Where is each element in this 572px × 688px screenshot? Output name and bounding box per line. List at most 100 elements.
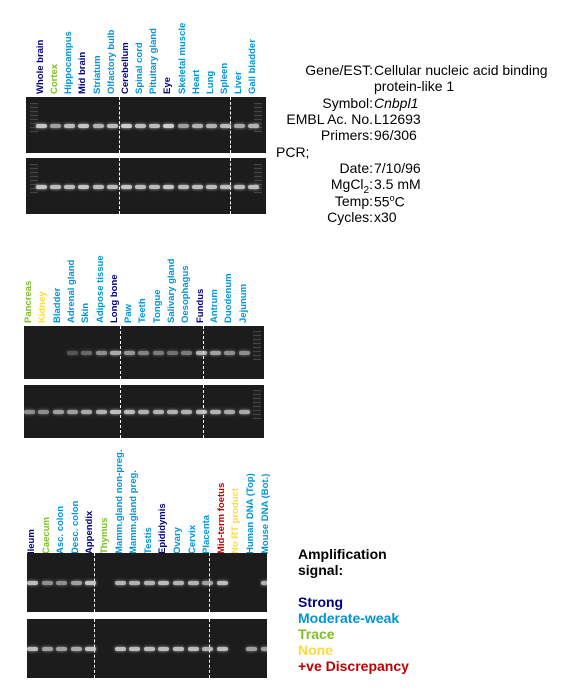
pcr-band: [219, 184, 231, 189]
amplification-legend: Amplification signal: Strong Moderate-we…: [298, 546, 409, 674]
pcr-band: [173, 647, 184, 652]
lane-divider: [119, 158, 120, 214]
pcr-band: [106, 184, 118, 189]
lane-label: Tongue: [151, 289, 163, 323]
lane-label: Mamm.gland non-preg.: [113, 449, 125, 555]
pcr-band: [167, 410, 178, 415]
pcr-band: [248, 123, 260, 128]
lane-label: Mid-term foetus: [215, 482, 227, 554]
gel-bottom-1: [26, 158, 266, 214]
lane-label: Skeletal muscle: [176, 22, 188, 94]
pcr-band: [64, 184, 76, 189]
lane-label: Pituitary gland: [148, 28, 160, 94]
symbol-label: Symbol:: [322, 95, 373, 111]
legend-none: None: [298, 642, 333, 658]
lane-label: Mamm.gland preg.: [128, 470, 140, 554]
temp-label: Temp:: [334, 193, 373, 209]
pcr-band: [195, 410, 207, 415]
pcr-label: PCR;: [276, 144, 310, 160]
pcr-band: [64, 123, 76, 128]
gel-bottom-2: [24, 385, 264, 438]
lane-label: Hippocampus: [63, 31, 75, 94]
pcr-band: [124, 410, 136, 415]
pcr-band: [56, 581, 68, 586]
lane-divider: [119, 97, 120, 153]
gel-top-2: [24, 326, 264, 379]
pcr-band: [191, 123, 203, 128]
pcr-band: [177, 184, 189, 189]
pcr-band: [95, 410, 107, 415]
panel-2: Pancreas Kidney Bladder Adrenal gland Skin Ad…: [0, 250, 280, 450]
lane-labels-2: Pancreas Kidney Bladder Adrenal gland Skin Ad…: [0, 250, 280, 323]
embl-label: EMBL Ac. No.: [286, 111, 373, 127]
pcr-band: [41, 581, 53, 586]
pcr-band: [109, 351, 121, 356]
lane-label: Cortex: [49, 63, 61, 94]
lane-label: Salivary gland: [166, 258, 177, 323]
pcr-band: [120, 123, 132, 128]
gene-label: Gene/EST:: [305, 62, 373, 78]
pcr-band: [216, 581, 228, 586]
lane-label: No RT product: [230, 488, 242, 554]
lane-label: Testis: [142, 527, 154, 554]
pcr-band: [191, 184, 203, 189]
lane-label: Thymus: [99, 517, 110, 554]
lane-label: Asc. colon: [55, 505, 67, 554]
lane-label: Gall bladder: [247, 39, 259, 94]
lane-label: Duodenum: [223, 273, 235, 323]
gel-top-3: [27, 553, 267, 612]
lane-label: Long bone: [108, 274, 120, 323]
pcr-band: [27, 581, 38, 586]
pcr-band: [173, 581, 184, 586]
pcr-band: [152, 410, 164, 415]
gene-value-line1: Cellular nucleic acid binding: [374, 62, 548, 78]
pcr-band: [81, 351, 93, 356]
pcr-band: [187, 647, 199, 652]
lane-label: Adrenal gland: [65, 259, 77, 323]
lane-label: Jejunum: [237, 283, 249, 323]
pcr-band: [163, 184, 175, 189]
lane-label: Cervix: [186, 524, 198, 554]
pcr-band: [181, 410, 193, 415]
cycles-value: x30: [374, 209, 397, 225]
lane-label: Human DNA (Top): [245, 473, 256, 554]
pcr-band: [50, 184, 62, 189]
legend-strong: Strong: [298, 594, 344, 610]
pcr-band: [143, 647, 155, 652]
pcr-band: [202, 581, 214, 586]
dna-ladder: [254, 163, 262, 195]
pcr-band: [138, 351, 150, 356]
primers-value: 96/306: [374, 127, 417, 143]
lane-label: Pancreas: [23, 280, 34, 323]
mgcl-label: MgCl2:: [330, 176, 373, 196]
legend-title-line2: signal:: [298, 562, 344, 578]
lane-label: Eye: [162, 77, 174, 94]
pcr-band: [70, 581, 82, 586]
lane-label: Skin: [80, 302, 92, 323]
pcr-band: [149, 184, 161, 189]
mgcl-value: 3.5 mM: [374, 176, 421, 192]
embl-value: L12693: [374, 111, 421, 127]
lane-label: Adipose tissue: [94, 255, 106, 323]
pcr-band: [50, 123, 62, 128]
pcr-band: [224, 351, 236, 356]
pcr-band: [120, 184, 132, 189]
lane-label: Whole brain: [35, 39, 46, 94]
legend-discrepancy: +ve Discrepancy: [298, 658, 409, 674]
pcr-band: [158, 581, 170, 586]
pcr-band: [114, 647, 126, 652]
pcr-band: [70, 647, 82, 652]
lane-label: Oesophagus: [180, 265, 192, 323]
lane-label: Spinal cord: [134, 42, 146, 94]
pcr-band: [238, 351, 250, 356]
dna-ladder: [253, 331, 261, 361]
pcr-band: [143, 581, 155, 586]
lane-labels-1: Whole brain Cortex Hippocampus Mid brain Str…: [0, 0, 280, 94]
pcr-band: [92, 184, 104, 189]
temp-value: 55oC: [374, 193, 405, 210]
lane-label: Ileum: [26, 529, 37, 554]
gene-value-line2: protein-like 1: [374, 78, 455, 94]
pcr-band: [106, 123, 118, 128]
pcr-band: [38, 410, 50, 415]
pcr-band: [109, 410, 121, 415]
